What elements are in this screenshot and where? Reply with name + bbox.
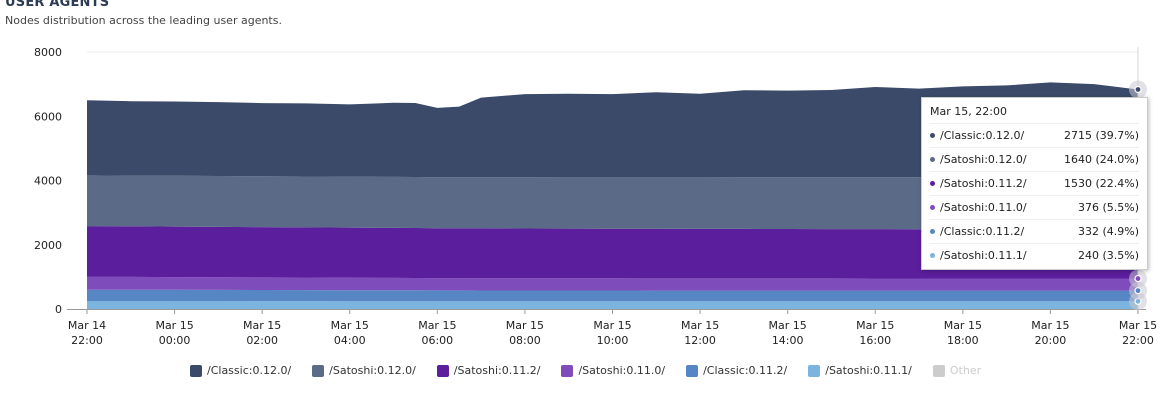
legend-item[interactable]: /Satoshi:0.11.2/ <box>436 364 541 377</box>
legend-item[interactable]: /Satoshi:0.12.0/ <box>312 364 416 377</box>
x-tick-date-0: Mar 14 <box>68 319 106 332</box>
x-tick-time-4: 06:00 <box>421 334 453 347</box>
x-tick-time-3: 04:00 <box>334 334 366 347</box>
x-tick-date-12: Mar 15 <box>1119 319 1157 332</box>
legend-label: /Classic:0.11.2/ <box>703 364 788 377</box>
x-tick-time-7: 12:00 <box>684 334 716 347</box>
legend-swatch-icon <box>436 364 449 377</box>
tooltip-series-value: 1530 (22.4%) <box>1063 177 1139 190</box>
area-classic-0-11-2[interactable] <box>87 289 1138 302</box>
tooltip-series-value: 332 (4.9%) <box>1077 225 1139 238</box>
tooltip-row: /Satoshi:0.11.2/1530 (22.4%) <box>930 171 1139 195</box>
tooltip-series-name: /Classic:0.12.0/ <box>940 129 1025 142</box>
legend-swatch-icon <box>190 364 202 377</box>
marker-point <box>1134 287 1142 295</box>
tooltip-row: /Satoshi:0.11.0/376 (5.5%) <box>930 195 1139 219</box>
legend-label: /Satoshi:0.12.0/ <box>329 364 416 377</box>
chart-legend: /Classic:0.12.0/ /Satoshi:0.12.0/ /Satoshi… <box>190 364 1002 377</box>
tooltip-row: /Satoshi:0.11.1/240 (3.5%) <box>930 243 1139 267</box>
chart-tooltip: Mar 15, 22:00 /Classic:0.12.0/2715 (39.7… <box>921 97 1148 270</box>
series-dot-icon <box>930 181 935 186</box>
y-tick-label-2000: 2000 <box>34 239 62 252</box>
x-tick-time-0: 22:00 <box>71 334 103 347</box>
area-satoshi-0-11-1[interactable] <box>87 301 1138 309</box>
y-axis: 0 2000 4000 6000 8000 <box>34 46 62 316</box>
x-tick-time-2: 02:00 <box>246 334 278 347</box>
y-tick-label-8000: 8000 <box>34 46 62 59</box>
tooltip-rows: /Classic:0.12.0/2715 (39.7%)/Satoshi:0.1… <box>930 123 1139 267</box>
tooltip-row: /Classic:0.12.0/2715 (39.7%) <box>930 123 1139 147</box>
x-axis: Mar 14 22:00 Mar 15 00:00 Mar 15 02:00 Mar 15 0… <box>67 309 1157 347</box>
legend-item[interactable]: /Classic:0.11.2/ <box>686 364 787 377</box>
series-dot-icon <box>930 229 935 234</box>
series-dot-icon <box>930 133 935 138</box>
legend-swatch-icon <box>312 364 325 377</box>
y-tick-label-0: 0 <box>55 303 62 316</box>
area-satoshi-0-11-0[interactable] <box>87 276 1138 291</box>
x-tick-date-7: Mar 15 <box>681 319 719 332</box>
legend-item[interactable]: Other <box>932 364 982 377</box>
y-tick-label-6000: 6000 <box>34 110 62 123</box>
x-tick-time-12: 22:00 <box>1122 334 1154 347</box>
tooltip-series-value: 376 (5.5%) <box>1077 201 1139 214</box>
tooltip-series-name: /Satoshi:0.11.1/ <box>940 249 1027 262</box>
tooltip-row: /Classic:0.11.2/332 (4.9%) <box>930 219 1139 243</box>
x-tick-date-2: Mar 15 <box>243 319 281 332</box>
x-tick-date-8: Mar 15 <box>769 319 807 332</box>
legend-swatch-icon <box>808 364 821 377</box>
series-dot-icon <box>930 253 935 258</box>
tooltip-series-name: /Satoshi:0.12.0/ <box>940 153 1027 166</box>
x-tick-date-11: Mar 15 <box>1031 319 1069 332</box>
chart-title: USER AGENTS <box>5 0 110 10</box>
tooltip-series-name: /Satoshi:0.11.0/ <box>940 201 1027 214</box>
series-dot-icon <box>930 205 935 210</box>
tooltip-header: Mar 15, 22:00 <box>930 105 1007 118</box>
legend-swatch-icon <box>686 364 699 377</box>
legend-item[interactable]: /Satoshi:0.11.0/ <box>561 364 665 377</box>
legend-label: /Satoshi:0.11.2/ <box>453 364 541 377</box>
tooltip-series-value: 2715 (39.7%) <box>1063 129 1139 142</box>
x-tick-date-10: Mar 15 <box>944 319 982 332</box>
series-dot-icon <box>930 157 935 162</box>
x-tick-date-1: Mar 15 <box>155 319 193 332</box>
area-series-group[interactable] <box>87 82 1138 309</box>
marker-point <box>1134 274 1142 283</box>
x-tick-time-9: 16:00 <box>859 334 891 347</box>
tooltip-series-name: /Classic:0.11.2/ <box>940 225 1025 238</box>
chart-subtitle: Nodes distribution across the leading us… <box>5 14 282 27</box>
tooltip-series-name: /Satoshi:0.11.2/ <box>940 177 1027 190</box>
legend-swatch-icon <box>561 364 574 377</box>
area-satoshi-0-12-0[interactable] <box>87 175 1138 230</box>
marker-point <box>1134 85 1142 94</box>
legend-label: /Satoshi:0.11.1/ <box>825 364 912 377</box>
legend-item[interactable]: /Classic:0.12.0/ <box>190 364 291 377</box>
x-tick-date-5: Mar 15 <box>506 319 544 332</box>
y-tick-label-4000: 4000 <box>34 175 62 188</box>
x-tick-date-6: Mar 15 <box>593 319 631 332</box>
x-tick-date-3: Mar 15 <box>331 319 369 332</box>
x-tick-time-1: 00:00 <box>159 334 191 347</box>
legend-swatch-icon <box>932 364 945 377</box>
x-tick-date-9: Mar 15 <box>856 319 894 332</box>
legend-label: Other <box>949 364 982 377</box>
area-classic-0-12-0[interactable] <box>87 82 1138 178</box>
x-tick-time-5: 08:00 <box>509 334 541 347</box>
x-tick-time-11: 20:00 <box>1035 334 1067 347</box>
tooltip-series-value: 1640 (24.0%) <box>1063 153 1139 166</box>
legend-label: /Satoshi:0.11.0/ <box>578 364 666 377</box>
legend-label: /Classic:0.12.0/ <box>207 364 292 377</box>
legend-item[interactable]: /Satoshi:0.11.1/ <box>808 364 912 377</box>
tooltip-series-value: 240 (3.5%) <box>1077 249 1139 262</box>
tooltip-row: /Satoshi:0.12.0/1640 (24.0%) <box>930 147 1139 171</box>
x-tick-time-6: 10:00 <box>597 334 629 347</box>
x-tick-time-8: 14:00 <box>772 334 804 347</box>
x-tick-time-10: 18:00 <box>947 334 979 347</box>
area-satoshi-0-11-2[interactable] <box>87 226 1138 279</box>
x-tick-date-4: Mar 15 <box>418 319 456 332</box>
